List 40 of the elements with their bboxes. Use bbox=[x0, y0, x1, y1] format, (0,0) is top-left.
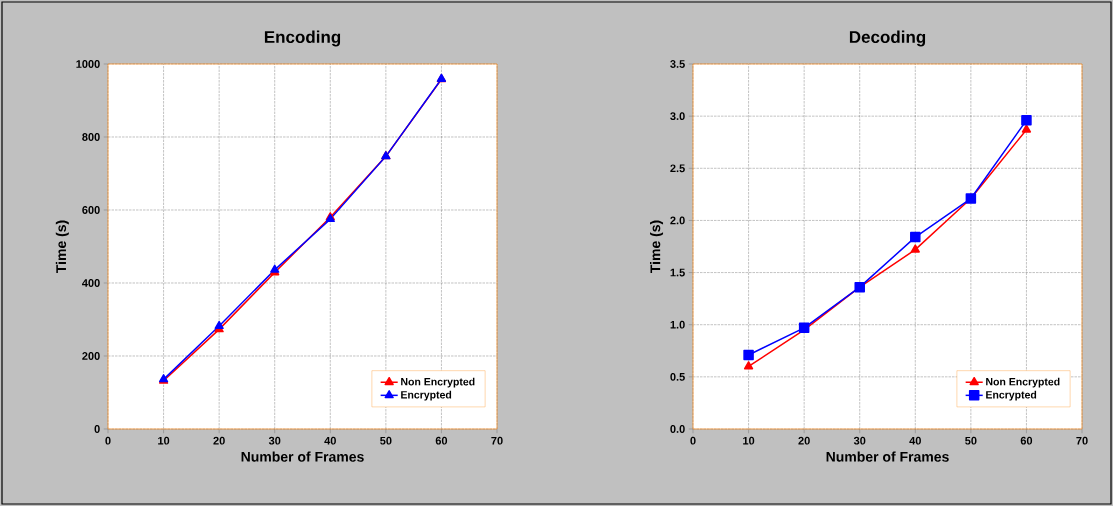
x-axis-title: Number of Frames bbox=[826, 451, 949, 462]
y-tick-label: 400 bbox=[82, 279, 100, 287]
x-tick-label: 30 bbox=[853, 436, 866, 445]
y-axis-title: Time (s) bbox=[55, 220, 69, 274]
chart-title: Decoding bbox=[849, 30, 926, 47]
x-tick-label: 10 bbox=[158, 436, 170, 445]
y-tick-label: 1.0 bbox=[670, 320, 685, 329]
legend-label: Encrypted bbox=[401, 390, 452, 401]
x-tick-label: 50 bbox=[965, 436, 977, 445]
x-tick-label: 0 bbox=[690, 436, 696, 445]
x-tick-label: 0 bbox=[105, 436, 111, 445]
y-tick-label: 2.5 bbox=[670, 164, 685, 173]
x-tick-label: 40 bbox=[324, 436, 336, 445]
y-tick-label: 600 bbox=[82, 206, 100, 214]
y-tick-label: 1000 bbox=[76, 60, 100, 68]
y-tick-label: 1.5 bbox=[670, 268, 685, 277]
x-tick-label: 50 bbox=[380, 436, 392, 445]
x-tick-label: 10 bbox=[743, 436, 755, 445]
x-tick-label: 70 bbox=[491, 436, 503, 445]
chart-title: Encoding bbox=[264, 30, 341, 47]
y-tick-label: 200 bbox=[82, 352, 100, 360]
y-tick-label: 0.0 bbox=[670, 425, 685, 433]
x-axis-title: Number of Frames bbox=[241, 451, 364, 462]
y-tick-label: 0 bbox=[94, 425, 100, 433]
legend-label: Non Encrypted bbox=[986, 377, 1060, 388]
x-tick-label: 60 bbox=[435, 436, 448, 445]
y-tick-label: 3.5 bbox=[670, 60, 685, 68]
x-tick-label: 20 bbox=[213, 436, 225, 445]
x-tick-label: 70 bbox=[1076, 436, 1088, 445]
legend-label: Encrypted bbox=[986, 390, 1037, 401]
x-tick-label: 60 bbox=[1020, 436, 1033, 445]
legend-label: Non Encrypted bbox=[401, 377, 475, 388]
y-tick-label: 800 bbox=[82, 133, 100, 141]
x-tick-label: 30 bbox=[268, 436, 281, 445]
y-axis-title: Time (s) bbox=[650, 220, 664, 274]
y-tick-label: 0.5 bbox=[670, 372, 685, 381]
x-tick-label: 20 bbox=[798, 436, 810, 445]
x-tick-label: 40 bbox=[909, 436, 921, 445]
y-tick-label: 3.0 bbox=[670, 112, 685, 121]
y-tick-label: 2.0 bbox=[670, 216, 685, 225]
